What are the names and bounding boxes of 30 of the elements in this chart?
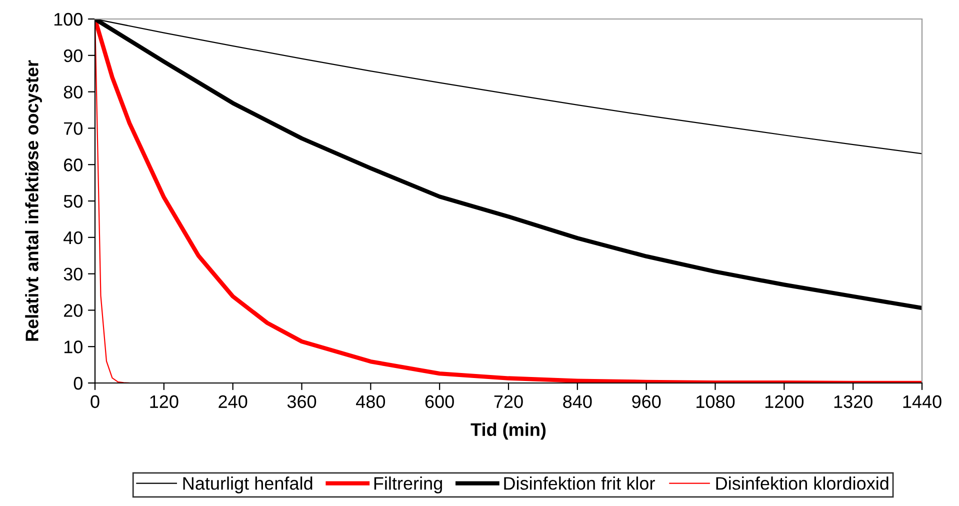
y-tick-label: 70 (64, 122, 82, 135)
x-tick-label: 1080 (696, 395, 735, 408)
y-tick-label: 40 (64, 231, 82, 244)
x-tick-label: 960 (632, 395, 661, 408)
x-axis-title: Tid (min) (470, 422, 546, 440)
y-tick-label: 20 (64, 304, 82, 317)
y-tick-label: 50 (64, 194, 82, 208)
x-tick-label: 360 (287, 395, 316, 408)
x-tick-label: 720 (494, 395, 523, 408)
x-tick-label: 0 (90, 395, 100, 408)
x-tick-label: 480 (356, 395, 386, 408)
legend-label: Disinfektion frit klor (504, 476, 655, 490)
x-tick-label: 1200 (765, 395, 804, 408)
x-tick-label: 1320 (834, 395, 872, 408)
x-tick-label: 840 (563, 395, 592, 408)
y-tick-label: 90 (64, 49, 82, 62)
legend-label: Disinfektion klordioxid (716, 476, 888, 490)
legend-label: Naturligt henfald (183, 476, 312, 494)
y-tick-label: 80 (64, 86, 82, 99)
y-tick-label: 30 (64, 268, 82, 281)
x-tick-label: 120 (150, 395, 178, 408)
x-tick-label: 1440 (903, 395, 942, 408)
x-tick-label: 600 (425, 395, 454, 408)
x-tick-label: 240 (218, 395, 248, 408)
y-tick-label: 60 (64, 158, 82, 172)
y-tick-label: 10 (64, 340, 82, 354)
y-tick-label: 100 (54, 12, 82, 26)
y-axis-title: Relativt antal infektiøse oocyster (25, 60, 42, 341)
legend-label: Filtrering (374, 476, 442, 494)
y-tick-label: 0 (74, 376, 82, 390)
